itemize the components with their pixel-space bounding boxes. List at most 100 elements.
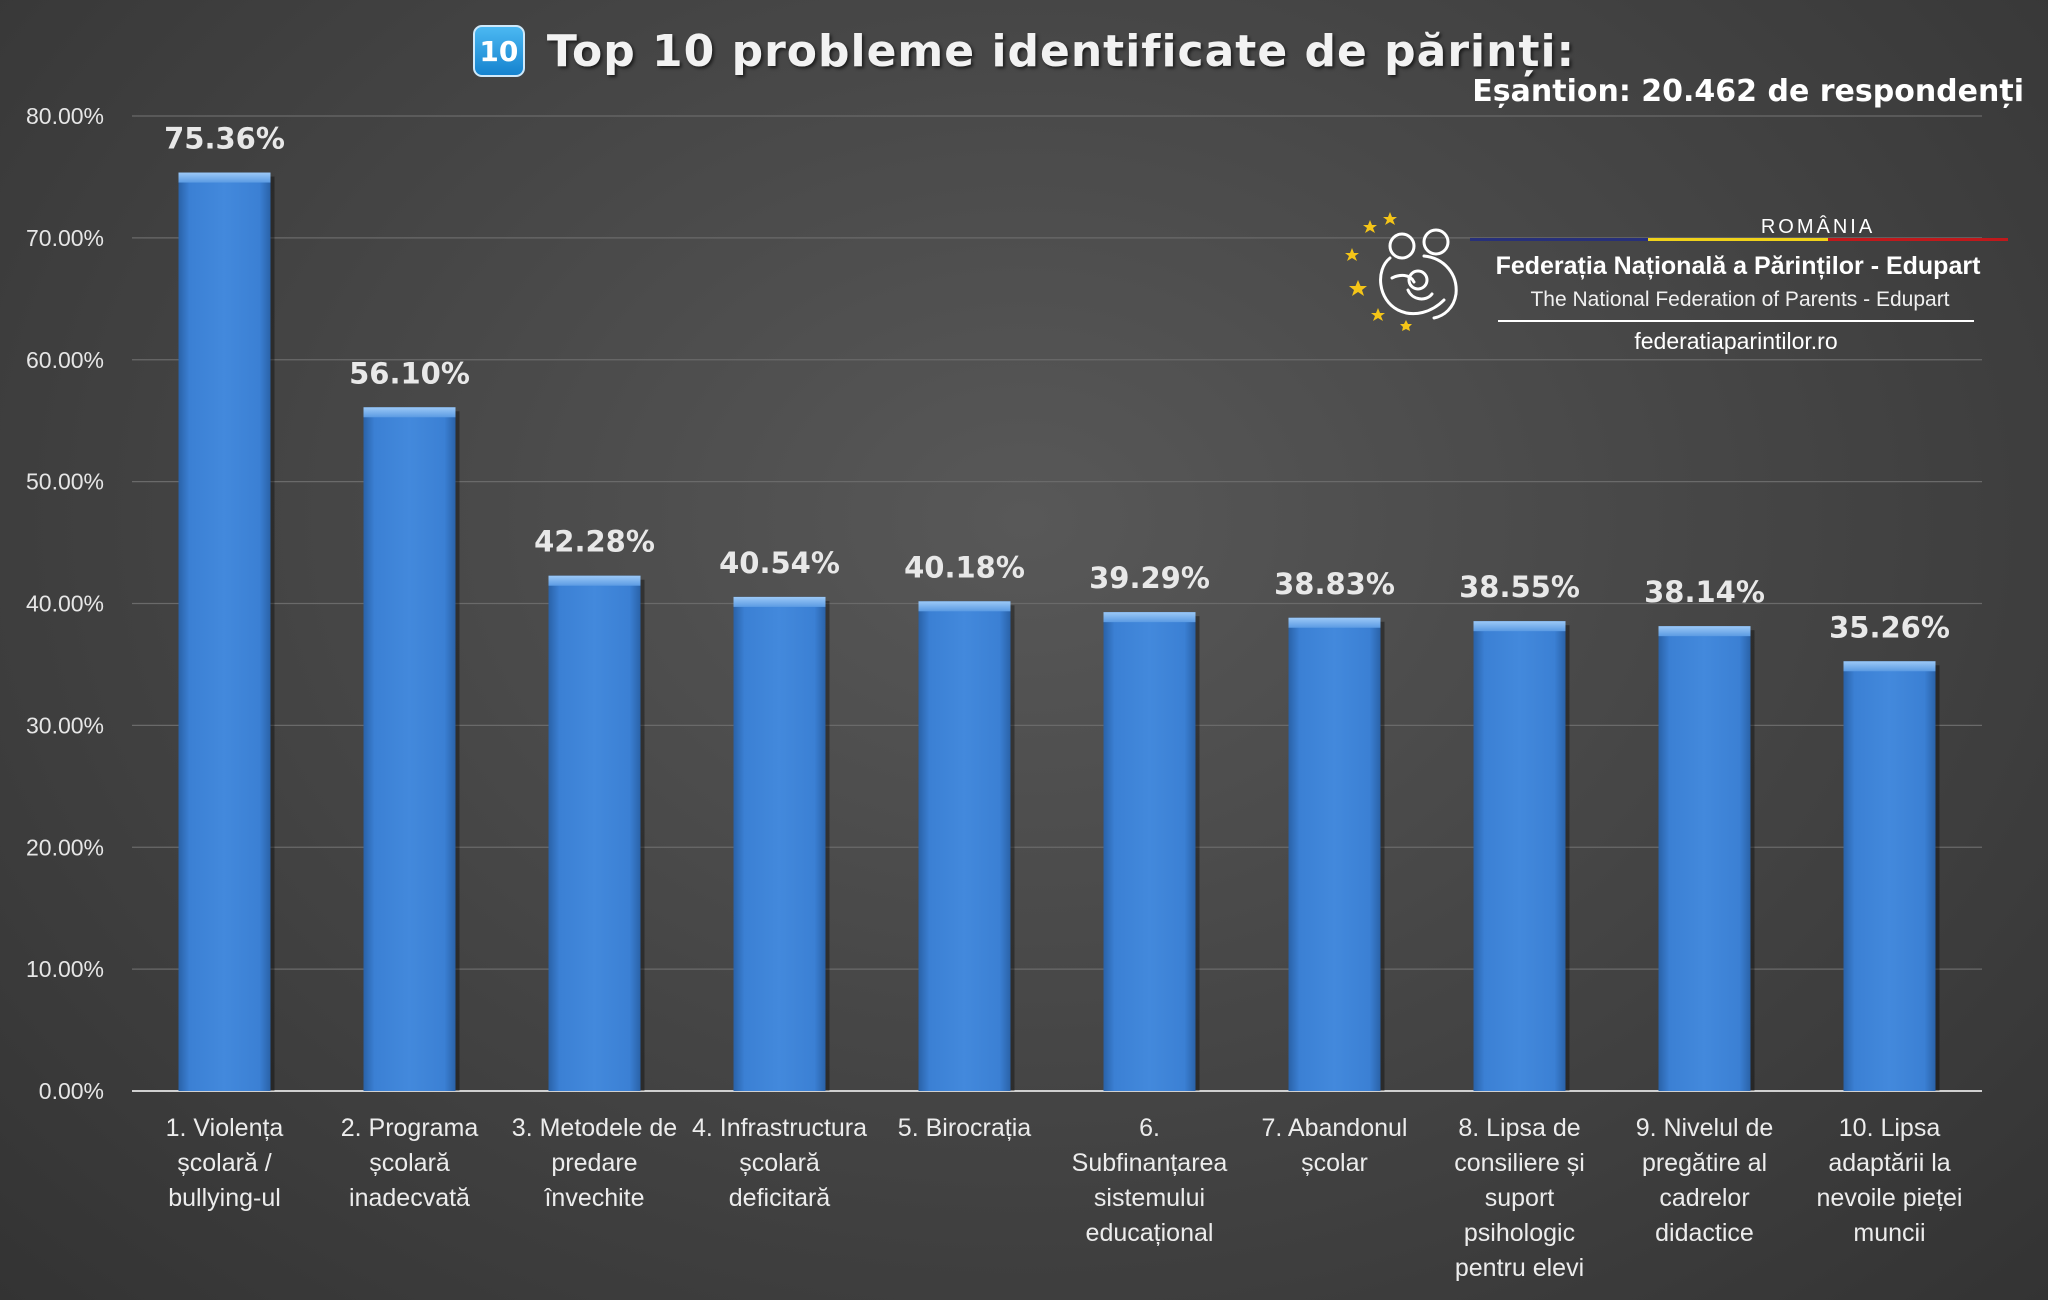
- data-label: 75.36%: [164, 122, 285, 156]
- bar: [178, 172, 271, 1092]
- bar-top-highlight: [1473, 621, 1566, 632]
- x-tick-label-line: 4. Infrastructura: [692, 1114, 867, 1142]
- x-tick-label-line: pentru elevi: [1455, 1254, 1584, 1282]
- x-tick-label-line: învechite: [543, 1184, 644, 1212]
- bar-top-highlight: [1288, 617, 1381, 628]
- x-tick-label-line: 1. Violența: [166, 1114, 284, 1142]
- x-tick-label-line: 6.: [1139, 1114, 1160, 1142]
- x-tick-label: 6. Subfinanțarea sistemului educațional: [1072, 1114, 1228, 1247]
- y-tick-label: 50.00%: [26, 469, 104, 495]
- x-tick-label-line: adaptării la: [1828, 1149, 1950, 1177]
- sample-size-label: Eșantion: 20.462 de respondenți: [1472, 74, 2024, 109]
- bar-top-highlight: [733, 596, 826, 607]
- data-label: 38.14%: [1644, 575, 1765, 609]
- x-tick-label-line: școlară: [739, 1149, 820, 1177]
- logo-divider: [1498, 320, 1974, 322]
- x-tick-label-line: nevoile pieței: [1817, 1184, 1963, 1212]
- bar: [918, 601, 1011, 1091]
- x-tick-label-line: școlară: [369, 1149, 450, 1177]
- logo-website: federatiaparintilor.ro: [1634, 328, 1838, 354]
- bar: [1103, 612, 1196, 1091]
- x-tick-label-line: școlară /: [177, 1149, 272, 1177]
- data-label: 38.83%: [1274, 567, 1395, 601]
- y-tick-label: 70.00%: [26, 225, 104, 251]
- x-tick-label-line: 10. Lipsa: [1839, 1114, 1941, 1142]
- y-tick-label: 40.00%: [26, 591, 104, 617]
- bar: [1473, 621, 1566, 1091]
- x-tick-label: 4. Infrastructura școlară deficitară: [692, 1114, 867, 1212]
- bar: [1843, 661, 1936, 1091]
- x-tick-label: 9. Nivelul de pregătire al cadrelor didacti…: [1636, 1114, 1774, 1247]
- x-tick-label-line: 3. Metodele de: [512, 1114, 677, 1142]
- data-label: 35.26%: [1829, 610, 1950, 644]
- x-tick-label: 3. Metodele de predare învechite: [512, 1114, 677, 1212]
- flag-red-stripe: [1828, 238, 2008, 241]
- y-tick-label: 80.00%: [26, 103, 104, 129]
- y-tick-label: 60.00%: [26, 347, 104, 373]
- x-tick-label: 8. Lipsa de consiliere și suport psihologic…: [1454, 1114, 1585, 1282]
- bar-top-highlight: [178, 172, 271, 183]
- x-tick-label-line: predare: [551, 1149, 637, 1177]
- x-tick-label: 5. Birocrația: [898, 1114, 1031, 1142]
- x-tick-label-line: deficitară: [729, 1184, 831, 1212]
- x-tick-label-line: 7. Abandonul: [1262, 1114, 1408, 1142]
- logo-organization-english-name: The National Federation of Parents - Edu…: [1530, 288, 1950, 311]
- y-tick-label: 30.00%: [26, 712, 104, 738]
- x-tick-label-line: 5. Birocrația: [898, 1114, 1031, 1142]
- bar-top-highlight: [918, 601, 1011, 612]
- y-axis-ticks: 0.00% 10.00% 20.00% 30.00% 40.00% 50.00% 60.00…: [26, 103, 104, 1104]
- data-label: 38.55%: [1459, 570, 1580, 604]
- x-tick-label-line: sistemului: [1094, 1184, 1205, 1212]
- x-tick-label-line: didactice: [1655, 1219, 1754, 1247]
- logo-country-label: ROMÂNIA: [1760, 216, 1876, 238]
- family-stars-emblem-icon: [1345, 212, 1458, 331]
- x-tick-label: 7. Abandonul școlar: [1262, 1114, 1408, 1177]
- x-tick-label-line: Subfinanțarea: [1072, 1149, 1228, 1177]
- number-ten-badge-icon: 10: [472, 25, 525, 77]
- x-tick-label-line: pregătire al: [1642, 1149, 1767, 1177]
- flag-blue-stripe: [1470, 238, 1648, 241]
- x-tick-label-line: inadecvată: [349, 1184, 470, 1212]
- data-label: 56.10%: [349, 356, 470, 390]
- x-tick-label: 2. Programa școlară inadecvată: [341, 1114, 479, 1212]
- x-tick-label-line: psihologic: [1464, 1219, 1575, 1247]
- bar-top-highlight: [1843, 661, 1936, 672]
- bar: [733, 596, 826, 1091]
- chart-header: 10 Top 10 probleme identificate de părin…: [0, 18, 2048, 84]
- federation-logo: ROMÂNIA Federația Națională a Părinților…: [1340, 200, 2010, 360]
- x-tick-label-line: 2. Programa: [341, 1114, 479, 1142]
- bar: [1658, 626, 1751, 1091]
- flag-yellow-stripe: [1648, 238, 1828, 241]
- x-tick-label-line: 9. Nivelul de: [1636, 1114, 1774, 1142]
- data-label: 42.28%: [534, 525, 655, 559]
- y-tick-label: 20.00%: [26, 834, 104, 860]
- logo-organization-name: Federația Națională a Părinților - Edupa…: [1495, 252, 1981, 280]
- x-tick-label-line: suport: [1485, 1184, 1555, 1212]
- y-tick-label: 10.00%: [26, 956, 104, 982]
- bars: [178, 172, 1940, 1092]
- x-tick-label-line: 8. Lipsa de: [1458, 1114, 1580, 1142]
- data-labels: 75.36% 56.10% 42.28% 40.54% 40.18% 39.29% 38.8…: [164, 122, 1950, 645]
- x-tick-label-line: consiliere și: [1454, 1149, 1585, 1177]
- x-tick-label-line: cadrelor: [1659, 1184, 1749, 1212]
- y-tick-label: 0.00%: [39, 1078, 104, 1104]
- chart-title: Top 10 probleme identificate de părinți:: [546, 25, 1576, 77]
- x-tick-label: 10. Lipsa adaptării la nevoile pieței munci…: [1817, 1114, 1963, 1247]
- bar-top-highlight: [363, 407, 456, 418]
- x-axis-ticks: 1. Violența școlară / bullying-ul 2. Progra…: [166, 1114, 1963, 1282]
- x-tick-label: 1. Violența școlară / bullying-ul: [166, 1114, 284, 1212]
- bar-top-highlight: [1658, 626, 1751, 637]
- x-tick-label-line: școlar: [1301, 1149, 1368, 1177]
- bar-top-highlight: [1103, 612, 1196, 623]
- data-label: 40.18%: [904, 550, 1025, 584]
- bar-top-highlight: [548, 575, 641, 586]
- x-tick-label-line: bullying-ul: [168, 1184, 281, 1212]
- bar: [548, 575, 641, 1091]
- x-tick-label-line: educațional: [1086, 1219, 1214, 1247]
- x-tick-label-line: muncii: [1853, 1219, 1925, 1247]
- bar: [363, 407, 456, 1091]
- data-label: 40.54%: [719, 546, 840, 580]
- bar: [1288, 617, 1381, 1091]
- data-label: 39.29%: [1089, 561, 1210, 595]
